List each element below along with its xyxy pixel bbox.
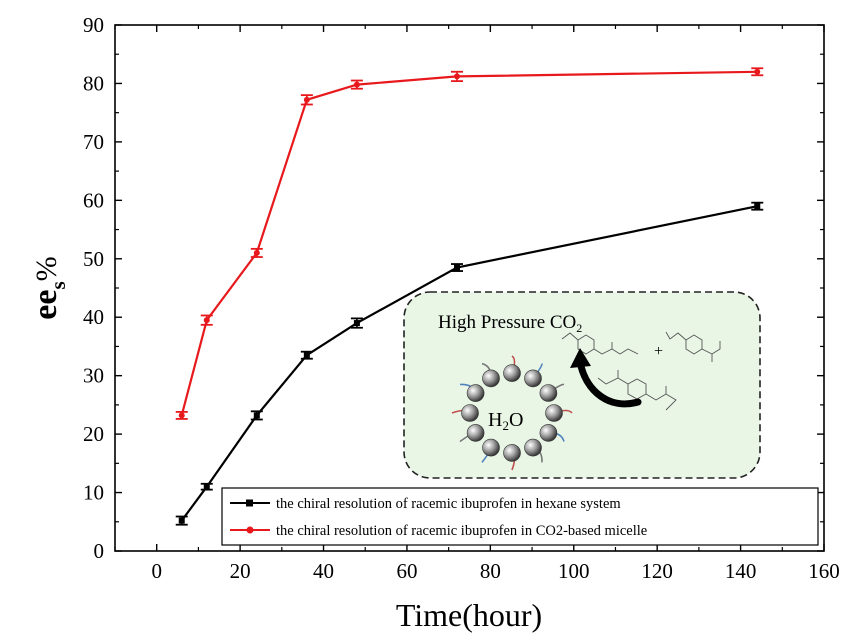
x-tick-label: 160 <box>808 559 840 583</box>
molecule-sketch-top <box>561 332 639 355</box>
x-tick-label: 20 <box>230 559 251 583</box>
center-label-sub: 2 <box>502 418 509 433</box>
series-0 <box>175 201 764 526</box>
legend-item-hexane: the chiral resolution of racemic ibuprof… <box>230 496 621 512</box>
data-point <box>303 96 310 103</box>
y-tick-label: 60 <box>83 188 104 212</box>
x-axis-title: Time(hour) <box>396 597 542 633</box>
series-layer <box>175 67 764 526</box>
data-point <box>253 249 260 256</box>
data-point <box>178 517 185 524</box>
surfactant-head <box>466 384 485 402</box>
surfactant-head <box>503 364 521 382</box>
x-tick-label: 100 <box>558 559 590 583</box>
y-axis-title: ees% <box>27 256 70 319</box>
inset-title: High Pressure CO2 <box>438 312 582 335</box>
y-tick-label: 30 <box>83 364 104 388</box>
y-tick-label: 90 <box>83 13 104 37</box>
y-tick-label: 40 <box>83 305 104 329</box>
surfactant-head <box>461 404 479 422</box>
micelle-illustration <box>451 355 573 471</box>
y-tick-label: 20 <box>83 422 104 446</box>
surfactant-head <box>503 444 521 462</box>
y-tick-label: 10 <box>83 481 104 505</box>
data-point <box>203 483 210 490</box>
center-label-h: H <box>488 409 502 431</box>
series-1 <box>175 67 764 420</box>
inset-title-sub: 2 <box>576 321 582 335</box>
surfactant-head <box>524 369 542 388</box>
surfactant-head <box>539 424 558 442</box>
plus-sign: + <box>654 343 663 360</box>
y-tick-label: 0 <box>94 539 105 563</box>
data-point <box>453 73 460 80</box>
inset-panel: High Pressure CO2 + H2O <box>403 291 761 479</box>
data-point <box>754 203 761 210</box>
data-point <box>353 81 360 88</box>
arrowhead-icon <box>570 348 591 368</box>
data-point <box>253 412 260 419</box>
data-point <box>453 264 460 271</box>
x-tick-label: 120 <box>641 559 673 583</box>
y-axis-title-main: ee <box>27 290 64 320</box>
x-tick-label: 80 <box>480 559 501 583</box>
legend: the chiral resolution of racemic ibuprof… <box>221 487 819 546</box>
x-tick-label: 0 <box>151 559 162 583</box>
surfactant-head <box>539 384 558 402</box>
surfactant-head <box>482 438 500 457</box>
surfactant-head <box>482 369 500 388</box>
y-tick-label: 80 <box>83 71 104 95</box>
surfactant-head <box>466 424 485 442</box>
data-point <box>754 68 761 75</box>
svg-text:the chiral resolution of racem: the chiral resolution of racemic ibuprof… <box>276 496 621 512</box>
molecule-sketch-right <box>665 331 721 362</box>
center-label: H2O <box>488 409 523 433</box>
y-tick-label: 70 <box>83 130 104 154</box>
svg-text:the chiral resolution of racem: the chiral resolution of racemic ibuprof… <box>276 523 647 539</box>
data-point <box>353 320 360 327</box>
center-label-o: O <box>509 409 523 431</box>
legend-item-micelle: the chiral resolution of racemic ibuprof… <box>230 523 647 539</box>
y-axis-title-sub: s <box>46 281 70 289</box>
reaction-arrow-icon <box>576 358 642 408</box>
svg-text:ees%: ees% <box>27 256 70 319</box>
inset-title-main: High Pressure CO <box>438 312 576 333</box>
y-axis-title-suffix: % <box>30 256 63 281</box>
x-tick-label: 140 <box>725 559 757 583</box>
tick-labels: 0 20 40 60 80 100 120 140 160 0 10 20 30 40 50 60 70 80 90 <box>83 13 840 583</box>
surfactant-head <box>524 438 542 457</box>
molecule-sketch-center <box>597 370 677 411</box>
x-tick-label: 60 <box>396 559 417 583</box>
y-tick-label: 50 <box>83 247 104 271</box>
data-point <box>178 412 185 419</box>
x-tick-label: 40 <box>313 559 334 583</box>
data-point <box>203 317 210 324</box>
data-point <box>303 352 310 359</box>
surfactant-head <box>545 404 563 422</box>
